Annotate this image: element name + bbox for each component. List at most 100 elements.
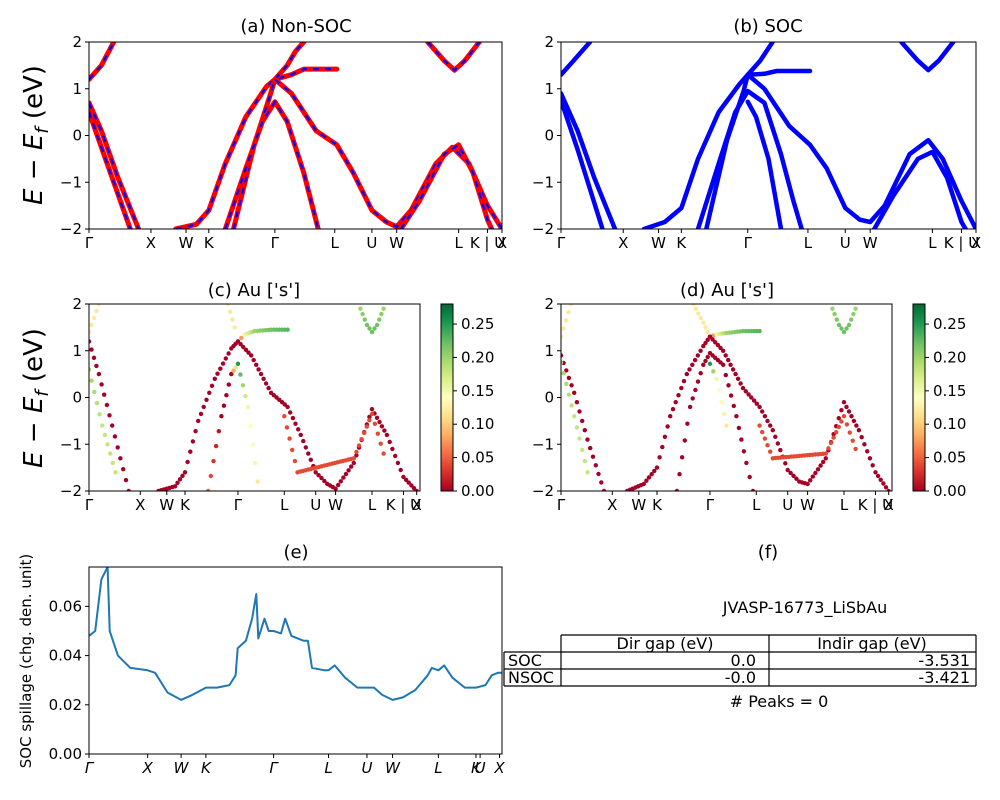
projection-point: [652, 468, 657, 474]
projection-point: [713, 340, 718, 345]
band-line: [425, 42, 482, 73]
projection-point: [721, 411, 727, 417]
projection-point: [674, 488, 680, 491]
projection-point: [369, 407, 375, 412]
projection-point: [89, 347, 94, 352]
projection-point: [696, 311, 701, 316]
plot-area-c: [89, 304, 419, 491]
x-tick-label: X: [135, 496, 145, 514]
x-tick-label: W: [179, 234, 194, 252]
x-tick-label: L: [804, 234, 813, 252]
x-tick-label: Γ: [85, 234, 94, 252]
y-tick-label: −1: [60, 435, 82, 453]
projection-point: [836, 416, 841, 421]
colorbar-tick-label: 0.20: [461, 348, 494, 366]
projection-point: [190, 439, 196, 444]
band-line-dash: [89, 111, 132, 229]
x-tick-label: Γ: [706, 496, 715, 514]
projection-point: [245, 404, 251, 410]
projection-point: [862, 442, 867, 447]
projection-point: [207, 390, 212, 395]
projection-point: [830, 306, 835, 311]
projection-point: [91, 315, 97, 321]
projection-point: [588, 445, 593, 451]
table-row-label: NSOC: [508, 668, 554, 687]
projection-point: [844, 422, 850, 427]
projection-point: [693, 306, 699, 311]
projection-point: [193, 429, 198, 434]
x-tick-label: L: [454, 234, 463, 252]
projection-point: [574, 425, 580, 430]
projection-point: [681, 378, 687, 384]
x-tick-label: L: [928, 234, 937, 252]
projection-point: [240, 383, 246, 388]
axes-frame-e: [88, 566, 503, 755]
projection-point: [738, 381, 743, 386]
x-tick-label: X: [142, 759, 154, 777]
projection-point: [839, 419, 844, 424]
projection-point: [123, 477, 129, 483]
projection-point: [682, 438, 687, 443]
projection-point: [224, 393, 229, 398]
colorbar-tick-label: 0.05: [461, 449, 494, 467]
projection-point: [743, 389, 748, 394]
projection-point: [593, 463, 598, 468]
x-tick-label: X: [618, 234, 628, 252]
x-tick-label: W: [174, 759, 190, 777]
projection-point: [849, 317, 854, 322]
ylabel-row1: E − Ef (eV): [19, 65, 53, 205]
plot-area-d: [561, 304, 891, 491]
projection-point: [574, 400, 580, 405]
projection-point: [219, 414, 224, 419]
projection-point: [188, 449, 193, 454]
x-tick-label: L: [331, 234, 340, 252]
projection-point: [231, 368, 236, 373]
projection-point: [821, 459, 826, 465]
x-tick-label: L: [434, 759, 442, 777]
projection-point: [282, 414, 287, 419]
projection-point: [676, 393, 681, 398]
projection-point: [736, 425, 742, 431]
projection-point: [293, 421, 298, 426]
panel-d-title: (d) Au ['s']: [680, 280, 774, 301]
table-cell: -0.0: [725, 668, 756, 687]
y-tick-label: 0: [72, 389, 82, 407]
projection-point: [398, 467, 403, 473]
projection-point: [785, 467, 790, 473]
projection-point: [354, 453, 359, 458]
projection-point: [582, 458, 587, 464]
projection-point: [248, 423, 253, 428]
projection-point: [564, 381, 569, 387]
projection-point: [724, 423, 729, 428]
projection-point: [846, 322, 852, 328]
y-tick-label: 0.02: [49, 696, 82, 714]
projection-point: [740, 385, 746, 391]
colorbar-tick-label: 0.25: [461, 315, 494, 333]
projection-point: [690, 396, 695, 401]
x-tick-label: L: [368, 496, 377, 514]
x-tick-label: K | U: [470, 234, 505, 252]
projection-point: [333, 486, 338, 491]
projection-point: [379, 424, 385, 429]
projection-point: [381, 306, 386, 311]
x-tick-label: X: [497, 234, 507, 252]
projection-point: [285, 327, 290, 332]
colorbar-tick-label: 0.15: [933, 382, 966, 400]
projection-point: [180, 473, 185, 478]
table-header-indir: Indir gap (eV): [817, 634, 927, 653]
band-line-dash: [274, 78, 502, 229]
projection-point: [773, 434, 778, 439]
projection-point: [662, 434, 668, 439]
projection-point: [841, 414, 847, 419]
y-tick-label: 0: [544, 127, 554, 145]
band-line-dash: [224, 99, 320, 229]
projection-point: [853, 306, 858, 311]
projection-point: [395, 460, 401, 466]
projection-point: [695, 379, 701, 384]
projection-point: [288, 410, 293, 415]
band-line: [899, 42, 956, 73]
projection-point: [730, 367, 736, 372]
projection-point: [104, 402, 110, 408]
projection-point: [349, 464, 354, 469]
projection-point: [298, 432, 303, 438]
